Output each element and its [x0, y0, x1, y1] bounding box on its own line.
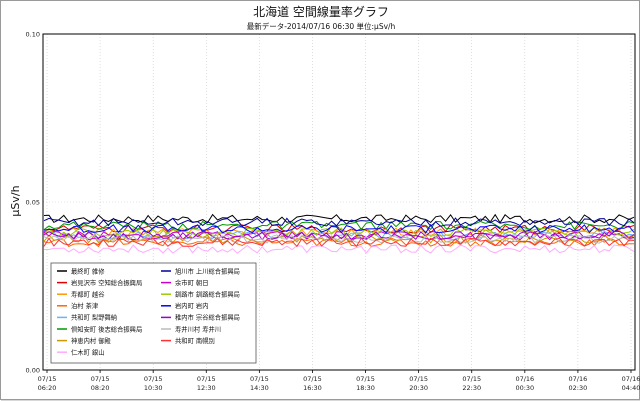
x-tick-time: 12:30: [197, 384, 216, 392]
y-axis-label: μSv/h: [9, 185, 22, 216]
x-tick-time: 08:20: [91, 384, 110, 392]
x-tick-time: 18:30: [356, 384, 375, 392]
x-tick-date: 07/15: [144, 375, 163, 383]
series-line: [43, 230, 635, 241]
y-tick-label: 0.10: [26, 31, 40, 39]
x-tick-time: 20:30: [409, 384, 428, 392]
x-tick-date: 07/16: [622, 375, 640, 383]
x-tick-time: 02:30: [569, 384, 588, 392]
x-tick-time: 14:30: [250, 384, 269, 392]
plot-border: [42, 33, 636, 371]
legend-label: 仁木町 銀山: [71, 348, 105, 357]
x-tick-time: 04:40: [622, 384, 640, 392]
legend-label: 共和町 梨野舞納: [71, 313, 117, 322]
x-tick-date: 07/15: [91, 375, 110, 383]
series-line: [43, 230, 635, 241]
legend-label: 寿都町 越谷: [71, 290, 105, 299]
legend-label: 岩内町 岩内: [175, 301, 209, 310]
legend-label: 寿井川村 寿井川: [175, 324, 221, 333]
series-line: [44, 244, 635, 254]
series-line: [43, 227, 635, 237]
legend-box: [50, 262, 257, 364]
series-line: [43, 234, 635, 244]
legend-label: 泊村 茶津: [71, 301, 99, 310]
chart-title: 北海道 空間線量率グラフ: [253, 4, 389, 19]
legend-label: 稚内市 宗谷総合振興局: [175, 313, 240, 322]
series-line: [43, 217, 635, 227]
legend-label: 岩見沢市 空知総合振興局: [71, 278, 142, 287]
series-line: [43, 237, 634, 248]
y-tick-label: 0.00: [26, 367, 40, 375]
x-tick-date: 07/15: [409, 375, 428, 383]
x-tick-date: 07/16: [569, 375, 588, 383]
chart-subtitle: 最新データ-2014/07/16 06:30 単位:μSv/h: [247, 21, 396, 31]
x-tick-date: 07/15: [356, 375, 375, 383]
x-tick-time: 06:20: [38, 384, 57, 392]
x-tick-date: 07/15: [462, 375, 481, 383]
legend-label: 余市町 朝日: [175, 278, 209, 287]
axes: 07/1506:2007/1508:2007/1510:3007/1512:30…: [26, 31, 640, 393]
x-tick-time: 00:30: [515, 384, 534, 392]
series-line: [43, 237, 635, 248]
x-tick-time: 22:30: [462, 384, 481, 392]
x-tick-time: 16:30: [303, 384, 322, 392]
x-tick-date: 07/15: [250, 375, 269, 383]
legend-label: 倶知安町 後志総合振興局: [71, 324, 142, 333]
x-tick-date: 07/16: [515, 375, 534, 383]
x-tick-time: 10:30: [144, 384, 163, 392]
legend-label: 最終町 雑修: [71, 266, 105, 275]
x-tick-date: 07/15: [38, 375, 57, 383]
x-tick-date: 07/15: [303, 375, 322, 383]
series-line: [43, 223, 635, 234]
legend-label: 神恵内村 御殿: [71, 336, 111, 345]
series-line: [43, 230, 635, 241]
legend-label: 共和町 南幌別: [175, 336, 215, 345]
y-tick-label: 0.05: [26, 199, 40, 207]
x-tick-date: 07/15: [197, 375, 216, 383]
legend-label: 釧路市 釧路総合振興局: [175, 290, 240, 299]
series-lines: [43, 213, 635, 254]
legend-label: 旭川市 上川総合振興局: [175, 266, 240, 275]
